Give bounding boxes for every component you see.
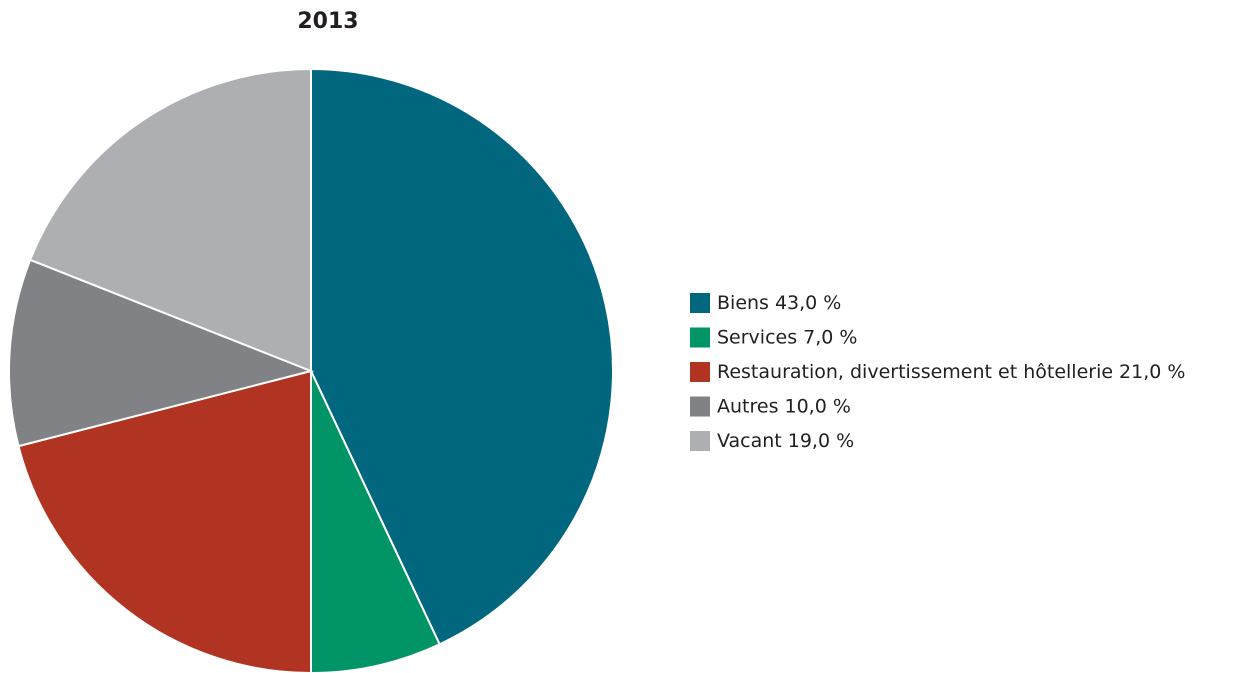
legend-entry: Services 7,0 %: [717, 326, 857, 348]
legend-value: 19,0 %: [788, 430, 854, 452]
legend-swatch: [690, 362, 710, 382]
legend-value: 7,0 %: [803, 326, 857, 348]
legend-swatch: [690, 431, 710, 451]
legend-entry: Autres 10,0 %: [717, 395, 851, 417]
chart-title: 2013: [297, 9, 358, 34]
legend-name: Restauration, divertissement et hôteller…: [717, 361, 1113, 383]
legend-value: 10,0 %: [784, 395, 850, 417]
legend-name: Autres: [717, 395, 778, 417]
legend-swatch: [690, 396, 710, 417]
legend-swatch: [690, 293, 710, 313]
pie-slice: [17, 369, 312, 673]
legend-value: 21,0 %: [1119, 361, 1185, 383]
legend-name: Services: [717, 326, 797, 348]
legend-entry: Biens 43,0 %: [717, 292, 841, 314]
pie-slice: [8, 258, 315, 448]
legend-swatch: [690, 327, 710, 348]
legend-value: 43,0 %: [775, 292, 841, 314]
pie-slice: [310, 67, 614, 646]
legend-name: Biens: [717, 292, 769, 314]
legend-entry: Vacant 19,0 %: [717, 430, 854, 452]
legend-name: Vacant: [717, 430, 782, 452]
pie-slice: [28, 67, 312, 373]
legend-entry: Restauration, divertissement et hôteller…: [717, 361, 1185, 383]
